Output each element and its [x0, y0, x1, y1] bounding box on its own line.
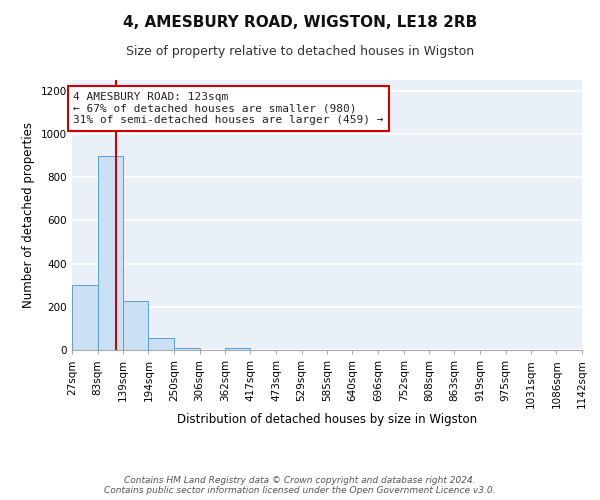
Bar — [72, 285, 98, 350]
X-axis label: Distribution of detached houses by size in Wigston: Distribution of detached houses by size … — [177, 414, 477, 426]
Y-axis label: Number of detached properties: Number of detached properties — [22, 122, 35, 308]
Text: 4, AMESBURY ROAD, WIGSTON, LE18 2RB: 4, AMESBURY ROAD, WIGSTON, LE18 2RB — [123, 15, 477, 30]
Bar — [148, 338, 174, 350]
Bar — [123, 302, 148, 350]
Bar — [225, 348, 250, 350]
Text: 4 AMESBURY ROAD: 123sqm
← 67% of detached houses are smaller (980)
31% of semi-d: 4 AMESBURY ROAD: 123sqm ← 67% of detache… — [73, 92, 384, 125]
Bar — [98, 156, 123, 350]
Bar — [174, 348, 200, 350]
Text: Size of property relative to detached houses in Wigston: Size of property relative to detached ho… — [126, 45, 474, 58]
Text: Contains HM Land Registry data © Crown copyright and database right 2024.
Contai: Contains HM Land Registry data © Crown c… — [104, 476, 496, 495]
